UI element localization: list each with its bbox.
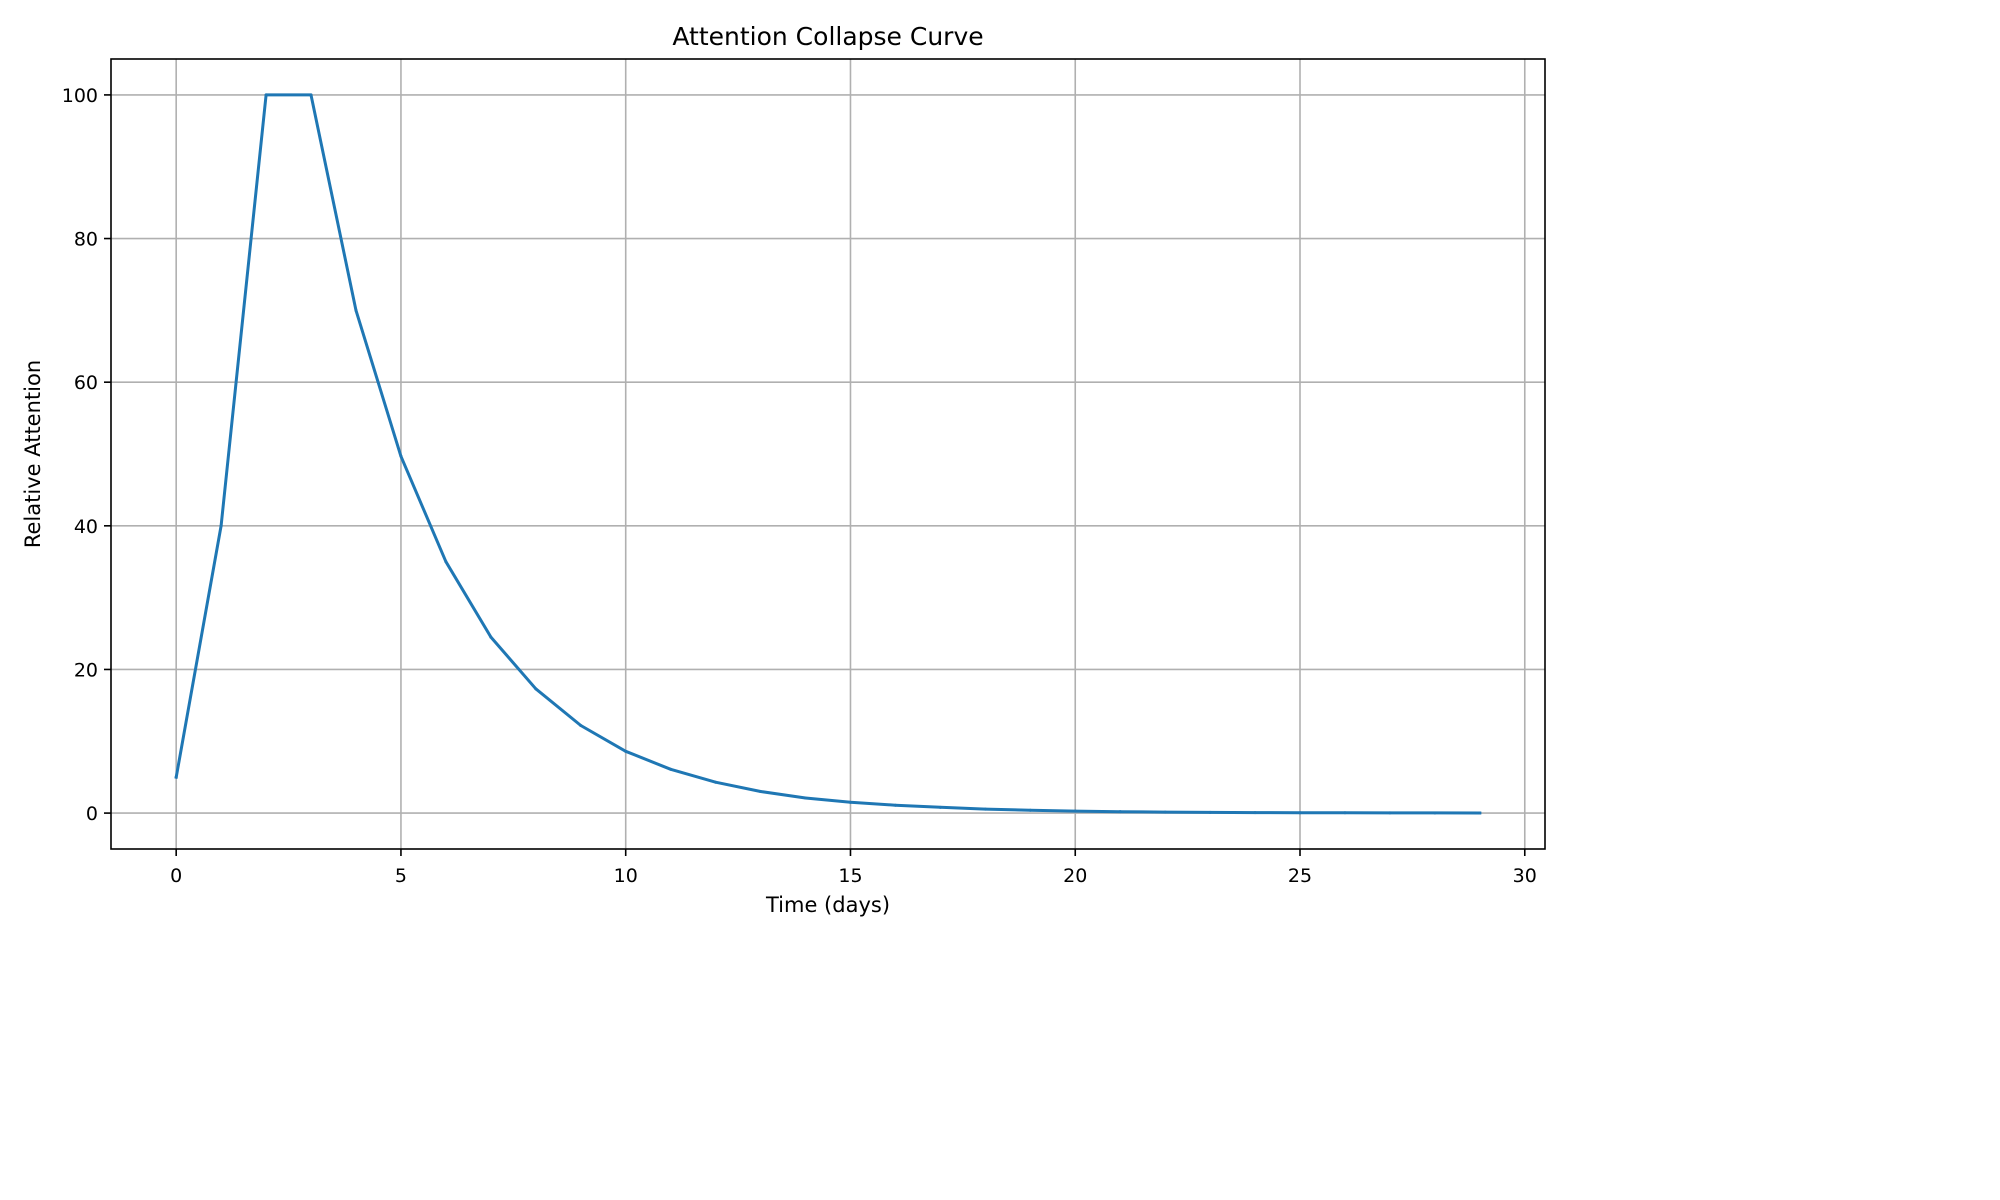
data-point (354, 308, 358, 312)
series-layer (174, 93, 1482, 815)
data-point (938, 805, 942, 809)
data-point (1208, 810, 1212, 814)
attention-collapse-chart: Attention Collapse Curve 0 5 10 15 20 25 30 0 20… (21, 22, 1546, 917)
data-point (1118, 810, 1122, 814)
data-point (1343, 811, 1347, 815)
x-tick-label: 0 (170, 865, 182, 887)
data-point (1163, 810, 1167, 814)
data-point (399, 454, 403, 458)
x-tick-label: 15 (838, 865, 862, 887)
x-tick-label: 25 (1288, 865, 1312, 887)
data-point (174, 775, 178, 779)
data-point (1388, 811, 1392, 815)
y-tick-label: 60 (74, 372, 98, 394)
data-point (1478, 811, 1482, 815)
y-tick-label: 20 (74, 659, 98, 681)
data-point (848, 800, 852, 804)
chart-title: Attention Collapse Curve (672, 22, 983, 51)
data-point (759, 790, 763, 794)
x-axis-label: Time (days) (765, 893, 890, 917)
data-point (1298, 811, 1302, 815)
x-tick-label: 20 (1063, 865, 1087, 887)
data-point (804, 796, 808, 800)
data-point (714, 780, 718, 784)
series-line (174, 93, 1482, 815)
data-point (624, 749, 628, 753)
data-point (1073, 809, 1077, 813)
data-point (983, 807, 987, 811)
y-tick-label: 40 (74, 516, 98, 538)
data-point (489, 635, 493, 639)
data-point (309, 93, 313, 97)
grid-lines (111, 59, 1545, 849)
data-point (1028, 808, 1032, 812)
x-tick-label: 30 (1513, 865, 1537, 887)
y-tick-label: 80 (74, 229, 98, 251)
data-point (1433, 811, 1437, 815)
data-point (264, 93, 268, 97)
x-tick-label: 5 (395, 865, 407, 887)
y-tick-label: 0 (86, 803, 98, 825)
data-point (444, 560, 448, 564)
data-point (219, 524, 223, 528)
axis-ticks: 0 5 10 15 20 25 30 0 20 40 60 80 100 (62, 85, 1537, 887)
data-point (669, 767, 673, 771)
plot-frame (110, 58, 1546, 850)
data-point (534, 687, 538, 691)
x-tick-label: 10 (614, 865, 638, 887)
y-tick-label: 100 (62, 85, 98, 107)
data-point (579, 723, 583, 727)
y-axis-label: Relative Attention (21, 360, 45, 548)
data-point (1253, 811, 1257, 815)
data-point (893, 803, 897, 807)
